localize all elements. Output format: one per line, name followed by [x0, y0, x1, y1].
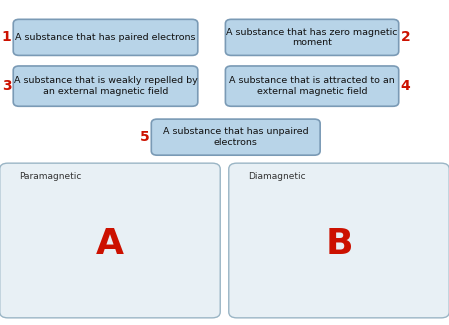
Text: A substance that has zero magnetic
moment: A substance that has zero magnetic momen…	[226, 28, 398, 47]
FancyBboxPatch shape	[225, 19, 399, 56]
Text: A substance that has unpaired
electrons: A substance that has unpaired electrons	[163, 127, 308, 147]
FancyBboxPatch shape	[0, 163, 220, 318]
Text: B: B	[325, 227, 353, 261]
FancyBboxPatch shape	[225, 66, 399, 106]
Text: A substance that is attracted to an
external magnetic field: A substance that is attracted to an exte…	[229, 76, 395, 96]
Text: 4: 4	[401, 79, 410, 93]
Text: 3: 3	[2, 79, 11, 93]
FancyBboxPatch shape	[229, 163, 449, 318]
Text: Paramagnetic: Paramagnetic	[19, 172, 81, 181]
Text: 5: 5	[140, 130, 150, 144]
FancyBboxPatch shape	[151, 119, 320, 155]
FancyBboxPatch shape	[13, 19, 198, 56]
Text: 2: 2	[401, 30, 410, 45]
Text: A substance that has paired electrons: A substance that has paired electrons	[15, 33, 196, 42]
Text: A: A	[96, 227, 124, 261]
Text: A substance that is weakly repelled by
an external magnetic field: A substance that is weakly repelled by a…	[13, 76, 198, 96]
Text: 1: 1	[2, 30, 11, 45]
Text: Diamagnetic: Diamagnetic	[248, 172, 306, 181]
FancyBboxPatch shape	[13, 66, 198, 106]
